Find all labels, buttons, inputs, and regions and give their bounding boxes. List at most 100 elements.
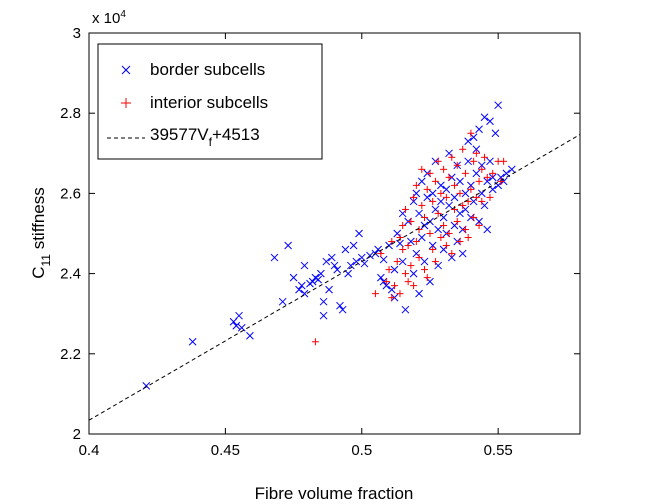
border-point-stroke-b (428, 241, 437, 250)
interior-point (412, 181, 420, 189)
border-point-stroke-b (488, 173, 497, 182)
border-point-stroke-b (330, 261, 339, 270)
interior-point (434, 209, 442, 217)
border-point (333, 265, 342, 274)
border-point (278, 297, 287, 306)
border-point (398, 257, 407, 266)
border-point (477, 189, 486, 198)
border-point (409, 269, 418, 278)
border-point-stroke-b (246, 331, 254, 340)
interior-point (478, 165, 486, 173)
border-point (488, 173, 497, 182)
interior-point (410, 282, 418, 290)
border-point (415, 209, 423, 218)
interior-point (421, 213, 429, 221)
plot-frame (88, 32, 581, 435)
interior-point (442, 193, 450, 201)
border-point-stroke-b (431, 205, 440, 214)
border-point-stroke-b (480, 113, 489, 122)
border-point-stroke-b (477, 161, 486, 170)
border-point-stroke-b (417, 233, 426, 242)
border-point-stroke-b (483, 177, 492, 186)
border-point-stroke-b (464, 157, 473, 166)
legend-label-interior: interior subcells (150, 93, 268, 112)
border-point-stroke-b (426, 277, 434, 286)
border-point (284, 241, 292, 250)
border-point (330, 261, 339, 270)
border-point-stroke-b (344, 269, 352, 278)
border-point (409, 197, 418, 206)
border-point-stroke-b (235, 311, 243, 320)
interior-point (437, 234, 445, 242)
border-point (486, 157, 494, 166)
border-point-stroke-b (472, 145, 481, 154)
interior-point (456, 189, 464, 197)
border-point-stroke-b (456, 177, 464, 186)
border-point (480, 113, 489, 122)
interior-point (407, 217, 415, 225)
border-point-stroke-b (409, 269, 418, 278)
y-axis-title-sub: 11 (39, 254, 53, 267)
border-point (420, 257, 429, 266)
border-point-stroke-b (456, 209, 464, 218)
border-point-stroke-b (297, 281, 306, 290)
interior-point (437, 189, 445, 197)
interior-point (486, 193, 494, 201)
x-ticks: 0.4 0.45 0.5 0.55 (79, 33, 513, 459)
border-point (327, 253, 336, 262)
border-point-stroke-b (434, 261, 443, 270)
border-point-stroke-b (325, 285, 333, 294)
border-point (341, 245, 350, 254)
interior-point (461, 225, 469, 233)
border-point-stroke-b (349, 241, 358, 250)
border-point-stroke-b (497, 173, 505, 182)
border-point (437, 181, 445, 190)
border-point (237, 323, 246, 332)
interior-point (431, 177, 439, 185)
x-tick-label: 0.5 (351, 442, 372, 459)
interior-point (461, 169, 469, 177)
border-point-stroke-b (396, 239, 404, 248)
border-point (491, 129, 500, 138)
border-point-stroke-b (488, 185, 497, 194)
border-point-stroke-b (295, 285, 303, 294)
border-point-stroke-b (445, 149, 453, 158)
legend-x-marker (121, 65, 131, 75)
interior-point (371, 290, 379, 298)
interior-point (475, 221, 483, 229)
border-point (246, 331, 254, 340)
legend-marker-interior (121, 98, 131, 108)
interior-point (440, 221, 448, 229)
interior-point (434, 157, 442, 165)
border-point (347, 261, 355, 270)
border-point-stroke-b (398, 257, 407, 266)
interior-point (388, 294, 396, 302)
border-point-stroke-b (360, 259, 369, 268)
fit-line-group (88, 134, 581, 421)
interior-point (385, 266, 393, 274)
border-point-stroke-b (393, 229, 402, 238)
border-point (417, 233, 426, 242)
border-point (461, 189, 470, 198)
border-point-stroke-b (507, 165, 516, 174)
legend-marker-border (121, 65, 131, 75)
svg-text:x 104: x 104 (92, 9, 126, 27)
border-point-stroke-b (377, 273, 385, 282)
interior-point (442, 242, 450, 250)
border-point-stroke-b (415, 289, 423, 298)
interior-point (470, 213, 478, 221)
border-point-stroke-b (472, 169, 481, 178)
border-point-stroke-b (494, 101, 503, 110)
y-axis-title: C11 stiffness (29, 187, 53, 279)
interior-point (426, 230, 434, 237)
border-point (428, 241, 437, 250)
legend-plus-marker (121, 98, 131, 108)
border-point-stroke-b (480, 201, 489, 210)
interior-point (448, 153, 456, 161)
border-point (472, 169, 481, 178)
legend-label-fit: 39577Vf+4513 (150, 125, 260, 149)
border-point-stroke-b (270, 253, 279, 262)
border-point (270, 253, 279, 262)
border-point-stroke-b (423, 193, 432, 202)
